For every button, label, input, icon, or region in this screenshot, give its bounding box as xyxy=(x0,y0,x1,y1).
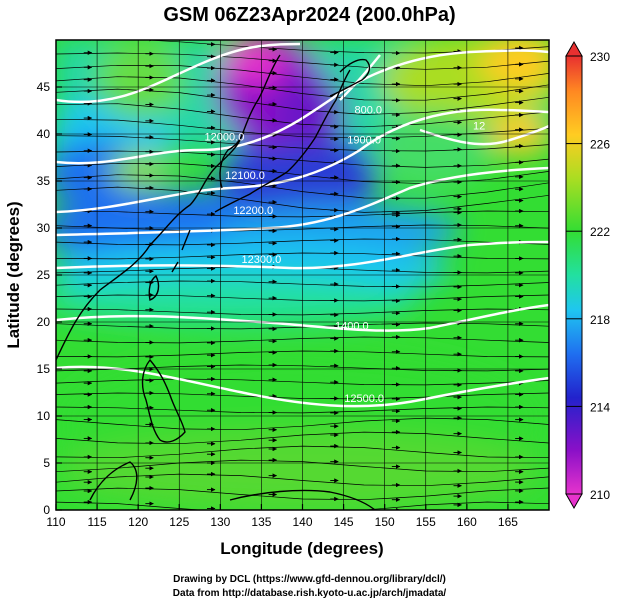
contour-label: 12000.0 xyxy=(205,132,245,144)
x-axis-title: Longitude (degrees) xyxy=(220,539,383,558)
colorbar-bottom-cap xyxy=(565,493,583,510)
japan-coastline xyxy=(214,69,351,213)
y-tick-label: 20 xyxy=(37,315,51,329)
x-tick-label: 120 xyxy=(128,515,148,529)
height-contour xyxy=(56,303,549,332)
y-axis-title: Latitude (degrees) xyxy=(4,201,23,348)
y-tick-label: 5 xyxy=(43,456,50,470)
credit-line-1: Drawing by DCL (https://www.gfd-dennou.o… xyxy=(173,574,446,585)
colorbar-tick-label: 210 xyxy=(590,488,610,502)
x-tick-label: 160 xyxy=(457,515,477,529)
height-contour xyxy=(56,365,549,408)
credit-line-2: Data from http://database.rish.kyoto-u.a… xyxy=(172,588,447,599)
y-tick-label: 45 xyxy=(37,80,51,94)
colorbar-tick-label: 214 xyxy=(590,400,610,414)
x-tick-label: 135 xyxy=(251,515,271,529)
ryukyu-islands xyxy=(171,229,191,273)
colorbar-tick-label: 230 xyxy=(590,50,610,64)
x-tick-label: 150 xyxy=(375,515,395,529)
height-contour xyxy=(56,240,549,270)
colorbar: 210 214 218 222 226 230 xyxy=(565,40,610,510)
height-contour xyxy=(56,166,549,237)
taiwan-coastline xyxy=(148,274,160,301)
hokkaido-coastline xyxy=(329,58,371,97)
contour-label: 12500.0 xyxy=(344,393,384,405)
contour-label: 800.0 xyxy=(354,104,382,116)
contour-label: 12 xyxy=(473,120,485,132)
colorbar-tick-label: 222 xyxy=(590,225,610,239)
contour-labels: 12000.0 12100.0 12200.0 12300.0 1400.0 12500.… xyxy=(205,104,486,405)
colorbar-tick-label: 226 xyxy=(590,138,610,152)
y-tick-label: 10 xyxy=(37,409,51,423)
height-contour xyxy=(56,42,301,104)
x-tick-label: 110 xyxy=(46,515,65,529)
philippines-coastline xyxy=(141,358,186,443)
y-tick-label: 15 xyxy=(37,362,51,376)
x-tick-label: 125 xyxy=(169,515,189,529)
contour-label: 1400.0 xyxy=(335,321,369,333)
height-contour xyxy=(56,108,549,214)
x-tick-label: 155 xyxy=(416,515,436,529)
y-tick-label: 30 xyxy=(37,221,51,235)
y-axis: 0 5 10 15 20 25 30 35 40 45 xyxy=(37,80,62,517)
contour-label: 12300.0 xyxy=(242,254,282,266)
y-tick-label: 0 xyxy=(43,503,50,517)
colorbar-gradient xyxy=(565,55,583,495)
x-tick-label: 130 xyxy=(210,515,230,529)
y-tick-label: 25 xyxy=(37,268,51,282)
x-axis: 110 115 120 125 130 135 140 145 150 155 160 165 xyxy=(46,504,518,529)
y-tick-label: 40 xyxy=(37,127,51,141)
x-tick-label: 140 xyxy=(292,515,312,529)
new-guinea-coastline xyxy=(229,489,376,510)
contour-label: 1900.0 xyxy=(347,134,381,146)
height-contours xyxy=(56,42,549,408)
colorbar-tick-label: 218 xyxy=(590,313,610,327)
borneo-coastline xyxy=(89,461,138,501)
x-tick-label: 145 xyxy=(334,515,354,529)
chart-title: GSM 06Z23Apr2024 (200.0hPa) xyxy=(163,4,456,26)
x-tick-label: 115 xyxy=(88,515,107,529)
height-contour xyxy=(56,49,549,165)
height-contour xyxy=(419,124,549,146)
contour-label: 12100.0 xyxy=(225,170,265,182)
contour-label: 12200.0 xyxy=(233,205,273,217)
y-tick-label: 35 xyxy=(37,174,51,188)
colorbar-top-cap xyxy=(565,40,583,57)
asia-coastline xyxy=(56,54,281,361)
x-tick-label: 165 xyxy=(498,515,518,529)
coastlines xyxy=(56,54,376,510)
colorbar-ticks: 210 214 218 222 226 230 xyxy=(566,50,610,502)
